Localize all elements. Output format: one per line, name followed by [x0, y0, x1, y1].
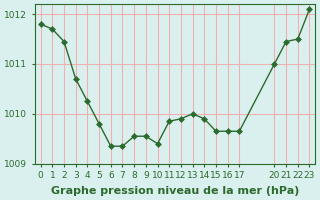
X-axis label: Graphe pression niveau de la mer (hPa): Graphe pression niveau de la mer (hPa): [51, 186, 299, 196]
